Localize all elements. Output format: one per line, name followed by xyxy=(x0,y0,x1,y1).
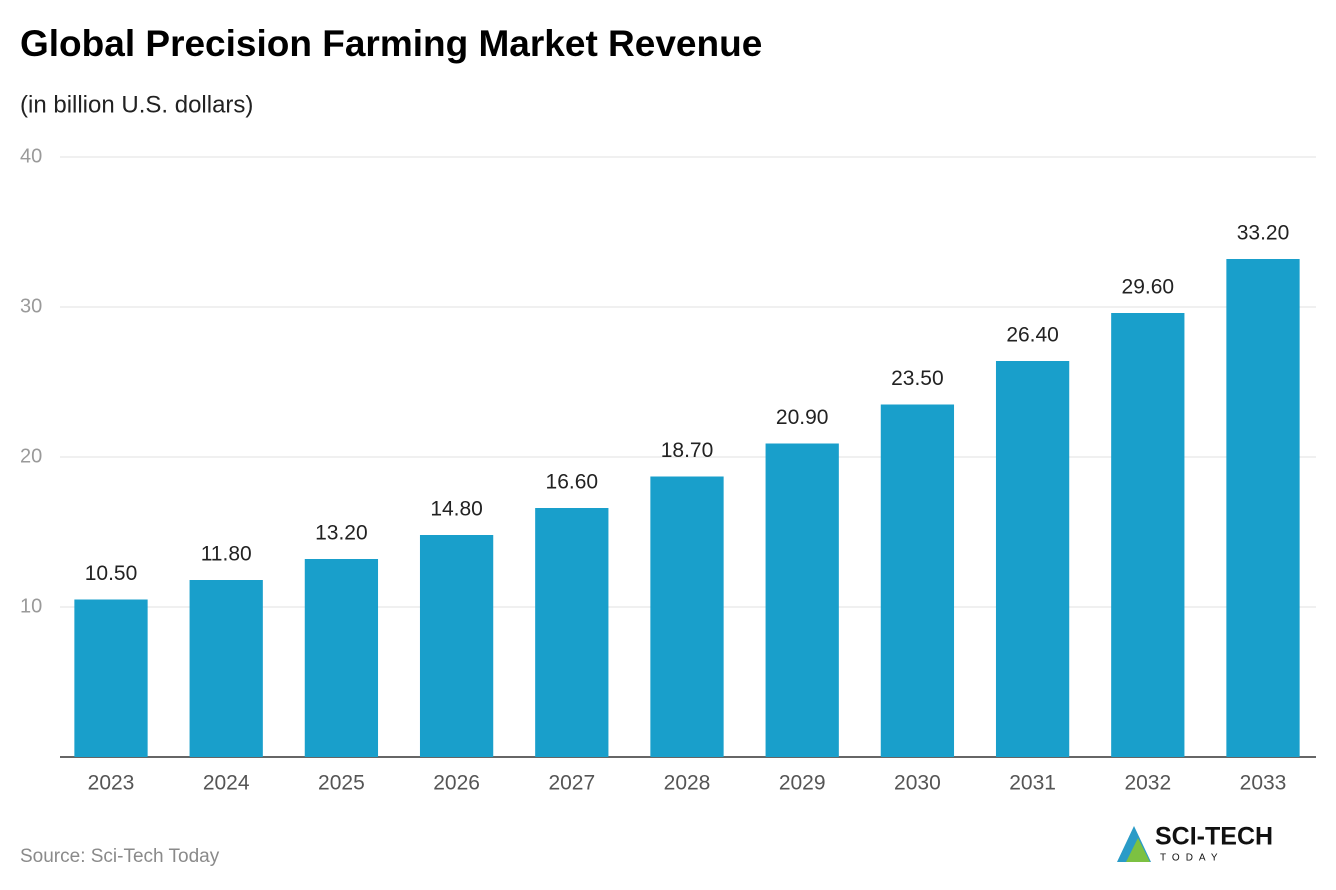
x-tick-label: 2025 xyxy=(318,772,365,795)
value-label: 29.60 xyxy=(1122,276,1175,299)
value-label: 14.80 xyxy=(430,498,483,521)
x-tick-label: 2032 xyxy=(1124,772,1171,795)
logo-icon xyxy=(1126,838,1150,862)
x-tick-label: 2031 xyxy=(1009,772,1056,795)
y-tick-label: 10 xyxy=(20,595,42,617)
logo-text: SCI-TECH xyxy=(1155,823,1273,851)
value-label: 11.80 xyxy=(201,543,252,566)
bar xyxy=(304,559,379,757)
value-label: 33.20 xyxy=(1237,222,1290,245)
bar xyxy=(765,443,839,757)
value-label: 26.40 xyxy=(1006,324,1059,347)
bar xyxy=(1226,259,1300,757)
x-tick-label: 2029 xyxy=(779,772,826,795)
y-tick-label: 20 xyxy=(20,445,42,467)
logo-text: TODAY xyxy=(1160,853,1224,864)
x-tick-label: 2027 xyxy=(548,772,595,795)
value-label: 18.70 xyxy=(661,439,714,462)
source: Source: Sci-Tech Today xyxy=(20,846,220,867)
x-tick-label: 2028 xyxy=(664,772,711,795)
bar xyxy=(880,404,955,757)
value-label: 10.50 xyxy=(85,562,138,585)
bar xyxy=(74,599,148,757)
x-tick-label: 2030 xyxy=(894,772,941,795)
bar xyxy=(189,580,263,757)
value-label: 16.60 xyxy=(546,471,599,494)
chart-title: Global Precision Farming Market Revenue xyxy=(20,23,762,64)
y-tick-label: 30 xyxy=(20,295,42,317)
y-tick-label: 40 xyxy=(20,145,42,167)
x-tick-label: 2026 xyxy=(433,772,480,795)
bar xyxy=(1111,313,1185,757)
chart-subtitle: (in billion U.S. dollars) xyxy=(20,91,253,118)
x-tick-label: 2033 xyxy=(1240,772,1287,795)
x-tick-label: 2024 xyxy=(203,772,250,795)
value-label: 20.90 xyxy=(776,406,829,429)
value-label: 13.20 xyxy=(315,522,368,545)
logo: SCI-TECH TODAY xyxy=(1117,823,1273,864)
x-tick-label: 2023 xyxy=(88,772,135,795)
bar xyxy=(995,361,1070,757)
bar xyxy=(535,508,609,757)
bar xyxy=(650,476,724,757)
value-label: 23.50 xyxy=(891,367,944,390)
bar xyxy=(419,535,494,757)
